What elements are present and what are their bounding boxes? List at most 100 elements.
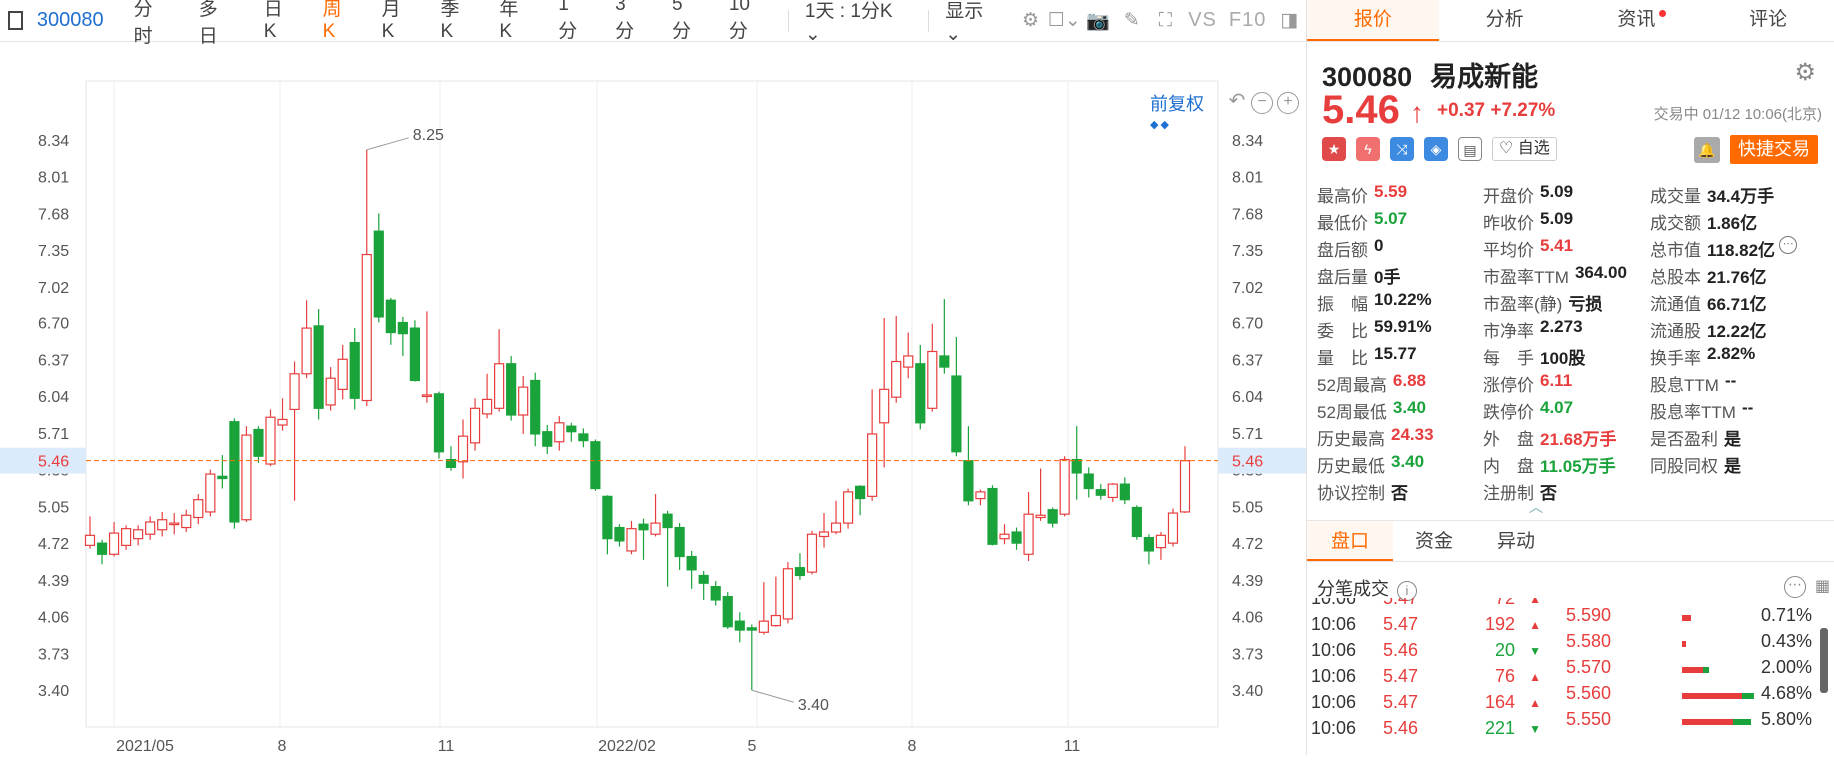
candle-body[interactable] <box>891 360 902 398</box>
candle-body[interactable] <box>842 491 854 524</box>
period-tab-5[interactable]: 季K <box>440 0 460 42</box>
candle-body[interactable] <box>662 513 673 529</box>
candle-body[interactable] <box>855 485 866 500</box>
candle-body[interactable] <box>1179 460 1191 513</box>
more-icon[interactable]: ⋯ <box>1784 576 1806 598</box>
candle-body[interactable] <box>1059 458 1070 515</box>
more-icon[interactable]: ⋯ <box>1779 236 1798 254</box>
tag-icon[interactable]: ◈ <box>1424 137 1448 161</box>
shuffle-icon[interactable]: ⤨ <box>1390 137 1414 161</box>
gear-icon[interactable]: ⚙ <box>1794 59 1816 86</box>
f10-button[interactable]: F10 <box>1228 9 1267 31</box>
square-select-icon[interactable]: ☐⌄ <box>1047 10 1081 31</box>
candle-body[interactable] <box>1107 483 1118 499</box>
candle-body[interactable] <box>554 422 565 443</box>
candle-body[interactable] <box>542 431 553 447</box>
candle-body[interactable] <box>84 534 96 546</box>
period-tab-2[interactable]: 日K <box>263 0 283 42</box>
quote-tab-0[interactable]: 报价 <box>1307 0 1439 41</box>
candle-body[interactable] <box>614 526 625 542</box>
candle-body[interactable] <box>818 531 830 538</box>
candle-body[interactable] <box>157 519 168 531</box>
candle-body[interactable] <box>1083 473 1094 490</box>
candle-body[interactable] <box>397 321 408 335</box>
note-icon[interactable]: ▤ <box>1458 137 1482 161</box>
candle-body[interactable] <box>650 522 661 535</box>
candle-body[interactable] <box>1071 458 1082 474</box>
candle-body[interactable] <box>193 499 204 519</box>
candle-body[interactable] <box>987 487 998 545</box>
candle-body[interactable] <box>590 441 601 490</box>
collapse-chevron-icon[interactable]: ︿ <box>1529 499 1543 515</box>
grid-icon[interactable]: ▦ <box>1815 578 1831 595</box>
china-flag-icon[interactable]: ★ <box>1322 137 1346 161</box>
sidebar-toggle-icon[interactable] <box>8 11 23 30</box>
candle-body[interactable] <box>120 528 132 546</box>
candle-body[interactable] <box>205 473 216 513</box>
candle-body[interactable] <box>1023 513 1034 555</box>
settings-icon[interactable]: ⚙ <box>1022 10 1040 31</box>
bell-icon[interactable]: 🔔 <box>1694 137 1720 163</box>
candle-body[interactable] <box>1047 509 1058 524</box>
candle-body[interactable] <box>794 567 806 577</box>
candle-body[interactable] <box>469 407 481 444</box>
candle-body[interactable] <box>806 533 818 573</box>
candle-body[interactable] <box>494 363 505 409</box>
candle-body[interactable] <box>1143 536 1155 552</box>
candle-body[interactable] <box>746 627 757 631</box>
candle-body[interactable] <box>241 434 252 521</box>
candle-body[interactable] <box>734 620 745 631</box>
info-icon[interactable]: i <box>1397 581 1417 601</box>
candle-body[interactable] <box>289 373 300 411</box>
candle-body[interactable] <box>770 614 781 627</box>
candle-body[interactable] <box>518 386 529 416</box>
candle-body[interactable] <box>1167 512 1179 544</box>
candle-body[interactable] <box>915 363 926 424</box>
candle-body[interactable] <box>1095 489 1106 496</box>
candle-body[interactable] <box>253 428 264 457</box>
candle-body[interactable] <box>927 350 938 409</box>
candle-body[interactable] <box>686 555 697 571</box>
period-tab-0[interactable]: 分时 <box>133 0 153 47</box>
candle-body[interactable] <box>1131 506 1142 538</box>
orderbook-tab-1[interactable]: 资金 <box>1415 531 1454 552</box>
candle-body[interactable] <box>1155 534 1167 549</box>
candle-body[interactable] <box>963 460 974 502</box>
candle-body[interactable] <box>638 523 649 531</box>
candle-body[interactable] <box>578 433 589 442</box>
candle-body[interactable] <box>722 596 733 628</box>
period-tab-3[interactable]: 周K <box>322 0 342 42</box>
period-tab-9[interactable]: 5分 <box>671 0 691 42</box>
candle-body[interactable] <box>349 341 360 399</box>
candle-body[interactable] <box>265 416 276 465</box>
candle-body[interactable] <box>457 435 469 463</box>
candle-body[interactable] <box>409 327 420 382</box>
period-tab-6[interactable]: 年K <box>499 0 519 42</box>
candle-body[interactable] <box>229 421 240 523</box>
candle-body[interactable] <box>626 528 637 552</box>
panel-toggle-icon[interactable]: ◨ <box>1280 10 1299 31</box>
candle-body[interactable] <box>674 526 685 558</box>
zoom-in-icon[interactable]: + <box>1277 92 1299 114</box>
zoom-out-icon[interactable]: − <box>1251 92 1273 114</box>
reset-icon[interactable]: ↶ <box>1228 90 1246 112</box>
candle-body[interactable] <box>830 522 842 533</box>
period-tab-7[interactable]: 1分 <box>558 0 578 42</box>
candle-body[interactable] <box>939 355 950 368</box>
interval-select[interactable]: 1天 : 1分K ⌄ <box>805 0 912 46</box>
fullscreen-icon[interactable]: ⛶ <box>1158 9 1173 31</box>
orderbook-tab-0[interactable]: 盘口 <box>1307 521 1394 561</box>
candle-body[interactable] <box>277 418 288 426</box>
candle-body[interactable] <box>903 355 914 368</box>
candle-body[interactable] <box>506 363 517 416</box>
candle-body[interactable] <box>975 491 986 500</box>
candle-body[interactable] <box>169 522 180 526</box>
candle-body[interactable] <box>385 299 396 334</box>
candle-body[interactable] <box>337 358 348 390</box>
scrollbar[interactable] <box>1820 628 1828 693</box>
add-watchlist-button[interactable]: ♡ 自选 <box>1492 137 1557 161</box>
candle-body[interactable] <box>217 475 228 480</box>
lightning-icon[interactable]: ϟ <box>1356 137 1380 161</box>
candle-body[interactable] <box>530 379 541 435</box>
candle-body[interactable] <box>602 495 613 540</box>
